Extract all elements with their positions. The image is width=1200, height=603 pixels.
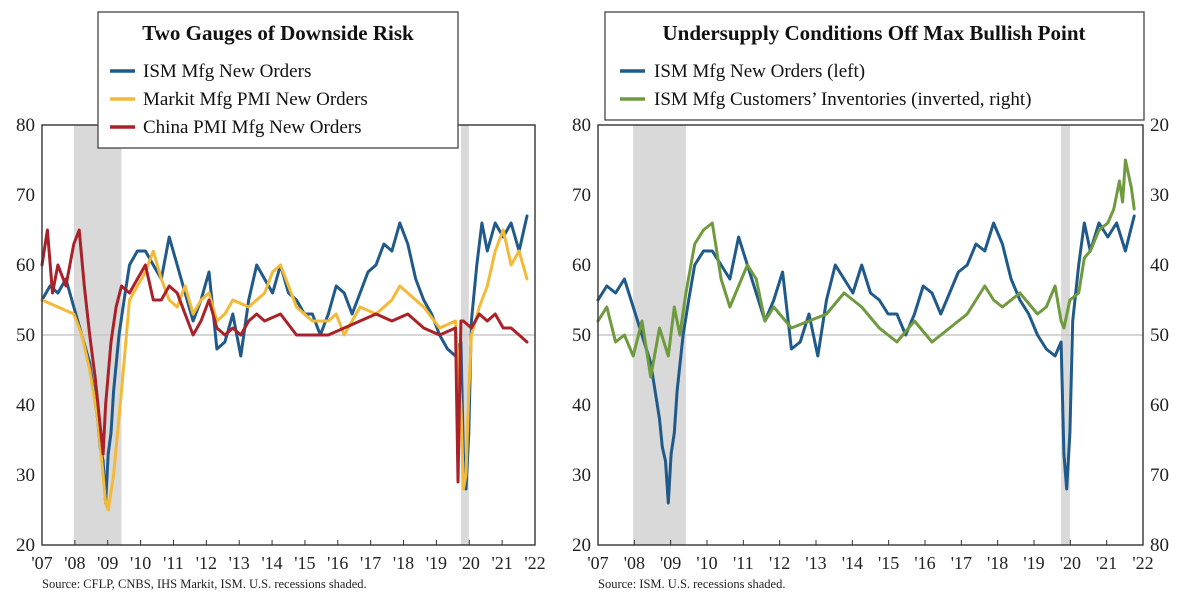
right-y-tick-label: 50 [572, 325, 591, 346]
legend-label-ism-left: ISM Mfg New Orders (left) [654, 61, 865, 82]
right-left-y-axis-ticks: 20 30 40 50 60 70 80 [572, 115, 591, 556]
right-y2-tick-label: 20 [1150, 115, 1169, 136]
left-y-tick-label: 70 [16, 185, 35, 206]
right-series-line-ism [596, 214, 1136, 505]
right-x-tick-label: '10 [696, 553, 717, 573]
legend-label-inventories: ISM Mfg Customers’ Inventories (inverted… [654, 89, 1031, 110]
right-y-tick-label: 20 [572, 535, 591, 556]
left-x-tick-label: '19 [426, 553, 447, 573]
right-y2-tick-label: 30 [1150, 185, 1169, 206]
left-x-tick-label: '12 [196, 553, 217, 573]
right-chart-title: Undersupply Conditions Off Max Bullish P… [662, 21, 1085, 45]
right-y2-tick-label: 60 [1150, 395, 1169, 416]
right-x-tick-label: '14 [842, 553, 863, 573]
right-x-tick-label: '22 [1132, 553, 1153, 573]
right-x-tick-label: '20 [1060, 553, 1081, 573]
left-x-tick-label: '20 [459, 553, 480, 573]
right-x-tick-label: '08 [624, 553, 645, 573]
right-y2-tick-label: 70 [1150, 465, 1169, 486]
left-x-tick-label: '16 [327, 553, 348, 573]
right-y-tick-label: 40 [572, 395, 591, 416]
right-x-tick-label: '21 [1096, 553, 1117, 573]
right-x-tick-label: '13 [805, 553, 826, 573]
right-plot-frame [597, 124, 1144, 546]
left-y-tick-label: 40 [16, 395, 35, 416]
left-y-axis-ticks: 20 30 40 50 60 70 80 [16, 115, 35, 556]
right-x-tick-label: '11 [733, 553, 754, 573]
left-x-tick-label: '09 [97, 553, 118, 573]
left-x-tick-label: '21 [492, 553, 513, 573]
right-x-tick-label: '19 [1023, 553, 1044, 573]
left-x-tick-label: '15 [294, 553, 315, 573]
right-legend: Undersupply Conditions Off Max Bullish P… [604, 11, 1145, 121]
left-chart-title: Two Gauges of Downside Risk [142, 21, 414, 45]
left-x-tick-label: '10 [130, 553, 151, 573]
right-source-note: Source: ISM. U.S. recessions shaded. [598, 577, 785, 591]
right-y-tick-label: 60 [572, 255, 591, 276]
right-series-line-inventories [596, 158, 1136, 379]
right-y-tick-label: 70 [572, 185, 591, 206]
left-series-line-china [40, 228, 529, 484]
left-x-tick-label: '18 [393, 553, 414, 573]
left-y-tick-label: 80 [16, 115, 35, 136]
right-x-tick-label: '12 [769, 553, 790, 573]
right-x-tick-label: '09 [660, 553, 681, 573]
left-legend: Two Gauges of Downside Risk ISM Mfg New … [97, 11, 459, 149]
left-x-tick-label: '22 [524, 553, 545, 573]
left-y-tick-label: 60 [16, 255, 35, 276]
left-x-tick-label: '07 [31, 553, 52, 573]
left-x-tick-label: '17 [360, 553, 381, 573]
left-x-tick-label: '14 [261, 553, 282, 573]
left-y-tick-label: 50 [16, 325, 35, 346]
right-x-tick-label: '18 [987, 553, 1008, 573]
left-source-note: Source: CFLP, CNBS, IHS Markit, ISM. U.S… [42, 577, 367, 591]
legend-label-china: China PMI Mfg New Orders [143, 117, 361, 138]
legend-label-markit: Markit Mfg PMI New Orders [143, 89, 368, 110]
right-x-tick-label: '15 [878, 553, 899, 573]
left-y-tick-label: 20 [16, 535, 35, 556]
right-x-tick-label: '16 [914, 553, 935, 573]
legend-label-ism: ISM Mfg New Orders [143, 61, 311, 82]
left-x-axis-ticks: '07 '08 '09 '10 '11 '12 '13 '14 '15 '16 '17 '18 '19 '… [31, 540, 546, 573]
right-right-y-axis-ticks: 20 30 40 50 60 70 80 [1150, 115, 1169, 556]
left-series-line-markit [40, 228, 529, 512]
right-y-tick-label: 30 [572, 465, 591, 486]
right-x-tick-label: '07 [587, 553, 608, 573]
right-y2-tick-label: 50 [1150, 325, 1169, 346]
right-x-axis-ticks: '07 '08 '09 '10 '11 '12 '13 '14 '15 '16 '17 '18 '19 '… [587, 540, 1154, 573]
left-x-tick-label: '08 [64, 553, 85, 573]
left-y-tick-label: 30 [16, 465, 35, 486]
right-y-tick-label: 80 [572, 115, 591, 136]
left-x-tick-label: '11 [163, 553, 184, 573]
right-series-lines [596, 158, 1136, 505]
left-series-lines [40, 214, 529, 512]
right-x-tick-label: '17 [951, 553, 972, 573]
left-x-tick-label: '13 [229, 553, 250, 573]
right-legend-box [604, 11, 1145, 121]
right-y2-tick-label: 40 [1150, 255, 1169, 276]
right-y2-tick-label: 80 [1150, 535, 1169, 556]
left-legend-box [97, 11, 459, 149]
